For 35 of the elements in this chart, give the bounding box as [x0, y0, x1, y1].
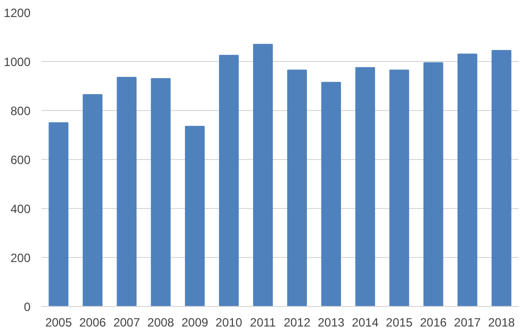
bar	[82, 94, 102, 306]
bar	[355, 67, 376, 306]
bar	[116, 76, 137, 306]
x-tick-label: 2006	[79, 316, 106, 329]
bar	[389, 70, 410, 306]
x-tick-label: 2009	[181, 316, 208, 329]
x-tick-label: 2010	[216, 316, 243, 329]
bar	[150, 78, 171, 306]
x-tick-label: 2008	[147, 316, 174, 329]
x-tick-label: 2012	[284, 316, 311, 329]
bar	[492, 50, 512, 306]
y-tick-label: 0	[24, 300, 31, 314]
bar	[253, 44, 273, 306]
bar	[184, 126, 205, 306]
bar	[423, 62, 444, 306]
y-tick-label: 800	[10, 104, 31, 118]
bar	[219, 54, 239, 306]
x-tick-label: 2018	[488, 316, 516, 329]
bar	[321, 82, 341, 306]
y-tick-label: 400	[10, 202, 31, 216]
x-tick-label: 2017	[454, 316, 482, 329]
y-tick-label: 600	[10, 153, 31, 167]
x-tick-label: 2011	[250, 316, 276, 329]
x-tick-label: 2016	[420, 316, 447, 329]
bar	[287, 70, 307, 306]
bar	[48, 122, 68, 306]
x-tick-label: 2007	[113, 316, 140, 329]
y-tick-label: 1000	[4, 55, 31, 69]
bar	[458, 54, 478, 306]
x-tick-label: 2015	[386, 316, 413, 329]
x-tick-label: 2013	[318, 316, 345, 329]
x-tick-label: 2014	[352, 316, 379, 329]
x-tick-label: 2005	[45, 316, 72, 329]
y-tick-label: 200	[10, 251, 31, 265]
y-tick-label: 1200	[4, 6, 31, 20]
